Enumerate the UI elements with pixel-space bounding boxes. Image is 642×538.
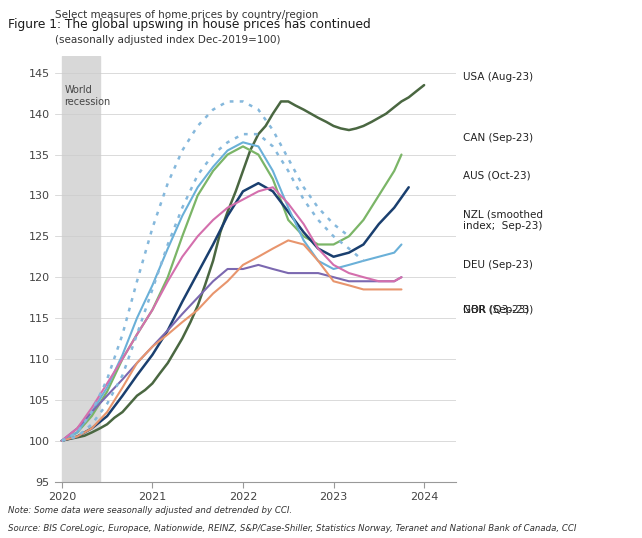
Text: (seasonally adjusted index Dec-2019=100): (seasonally adjusted index Dec-2019=100) (55, 34, 280, 45)
Text: USA (Aug-23): USA (Aug-23) (463, 72, 533, 82)
Bar (62, 56, 100, 482)
Text: NZL (smoothed
index;  Sep-23): NZL (smoothed index; Sep-23) (463, 209, 542, 231)
Text: Source: BIS CoreLogic, Europace, Nationwide, REINZ, S&P/Case-Shiller, Statistics: Source: BIS CoreLogic, Europace, Nationw… (8, 524, 576, 533)
Text: CAN (Sep-23): CAN (Sep-23) (463, 133, 533, 143)
Text: World
recession: World recession (65, 85, 111, 108)
Text: DEU (Sep-23): DEU (Sep-23) (463, 260, 532, 270)
Text: NOR (Q3-23): NOR (Q3-23) (463, 305, 529, 315)
Text: Select measures of home prices by country/region: Select measures of home prices by countr… (55, 10, 318, 20)
Text: Figure 1: The global upswing in house prices has continued: Figure 1: The global upswing in house pr… (8, 18, 370, 31)
Text: Note: Some data were seasonally adjusted and detrended by CCI.: Note: Some data were seasonally adjusted… (8, 506, 292, 515)
Text: AUS (Oct-23): AUS (Oct-23) (463, 170, 530, 180)
Text: GBR (Sep-23): GBR (Sep-23) (463, 305, 533, 315)
